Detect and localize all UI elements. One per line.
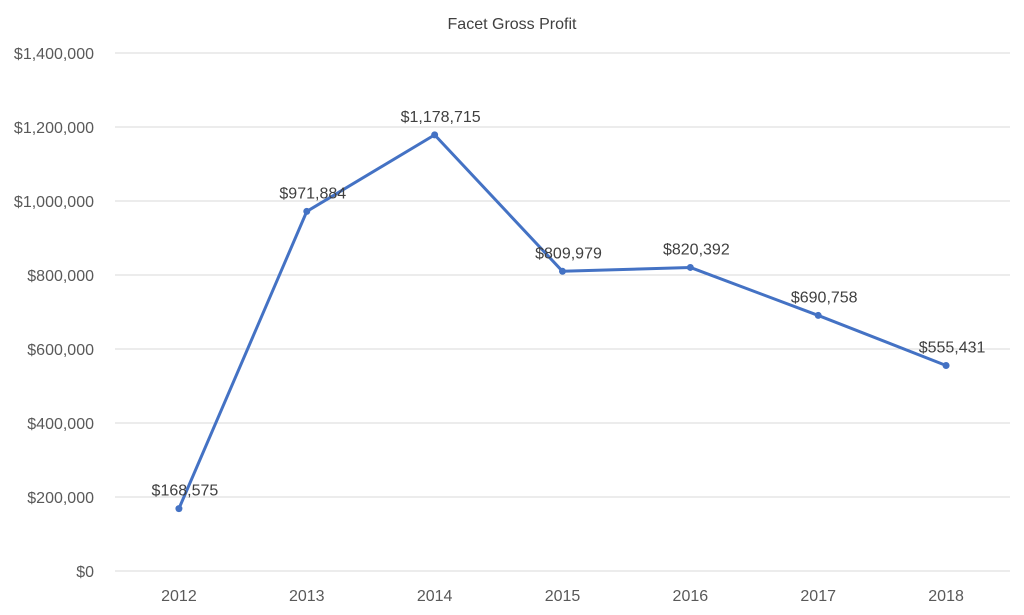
data-point-marker <box>814 311 822 319</box>
data-points <box>175 131 950 513</box>
data-labels: $168,575 $971,884 $1,178,715 $809,979 $820,3… <box>152 109 986 500</box>
data-label: $168,575 <box>152 483 219 500</box>
x-tick-label: 2014 <box>417 588 453 605</box>
y-tick-label: $600,000 <box>27 342 94 359</box>
y-tick-label: $1,200,000 <box>14 120 94 137</box>
gridlines <box>115 52 1010 572</box>
data-point-marker <box>686 263 694 271</box>
data-label: $809,979 <box>535 245 602 262</box>
data-label: $1,178,715 <box>401 109 481 126</box>
x-tick-label: 2018 <box>928 588 964 605</box>
data-label: $820,392 <box>663 241 730 258</box>
chart-title: Facet Gross Profit <box>448 16 577 33</box>
x-axis: 2012 2013 2014 2015 2016 2017 2018 <box>161 588 964 605</box>
y-tick-label: $400,000 <box>27 416 94 433</box>
data-point-marker <box>942 361 950 369</box>
y-tick-label: $0 <box>76 564 94 581</box>
x-tick-label: 2013 <box>289 588 325 605</box>
data-point-marker <box>559 267 566 275</box>
data-point-marker <box>431 131 439 139</box>
x-tick-label: 2012 <box>161 588 197 605</box>
y-axis: $0 $200,000 $400,000 $600,000 $800,000 $1,000… <box>14 46 94 581</box>
data-point-marker <box>175 505 183 513</box>
x-tick-label: 2016 <box>673 588 709 605</box>
x-tick-label: 2015 <box>545 588 581 605</box>
y-tick-label: $200,000 <box>27 490 94 507</box>
data-label: $555,431 <box>919 339 986 356</box>
y-tick-label: $1,400,000 <box>14 46 94 63</box>
data-label: $971,884 <box>279 185 346 202</box>
y-tick-label: $1,000,000 <box>14 194 94 211</box>
data-point-marker <box>303 207 311 215</box>
y-tick-label: $800,000 <box>27 268 94 285</box>
data-label: $690,758 <box>791 289 858 306</box>
x-tick-label: 2017 <box>800 588 836 605</box>
